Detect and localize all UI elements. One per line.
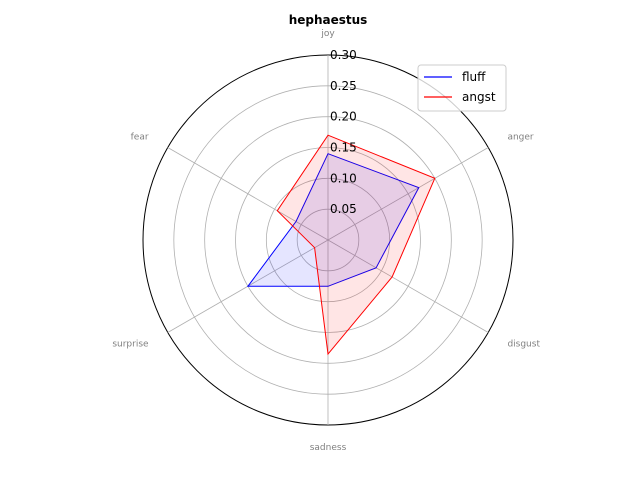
radial-tick-label: 0.15 bbox=[330, 141, 357, 155]
axis-labels: joy anger disgust sadness surprise fear bbox=[112, 29, 540, 453]
axis-label-fear: fear bbox=[131, 132, 149, 142]
axis-label-anger: anger bbox=[507, 132, 533, 142]
series-layer bbox=[246, 134, 436, 356]
radial-tick-label: 0.05 bbox=[330, 202, 357, 216]
legend-label-angst: angst bbox=[462, 90, 496, 104]
axis-label-joy: joy bbox=[320, 29, 335, 39]
radial-tick-label: 0.10 bbox=[330, 171, 357, 185]
legend: fluff angst bbox=[417, 64, 507, 112]
axis-label-sadness: sadness bbox=[310, 443, 347, 453]
legend-label-fluff: fluff bbox=[462, 70, 486, 84]
spoke-anger bbox=[327, 147, 489, 241]
spoke-disgust bbox=[327, 239, 489, 333]
chart-title: hephaestus bbox=[289, 13, 368, 27]
radial-tick-labels: 0.05 0.10 0.15 0.20 0.25 0.30 bbox=[330, 48, 357, 216]
radial-tick-label: 0.30 bbox=[330, 48, 357, 62]
series-fill-fluff bbox=[247, 153, 419, 287]
series-fill-angst bbox=[277, 135, 435, 355]
axis-label-surprise: surprise bbox=[112, 340, 149, 350]
radial-tick-label: 0.20 bbox=[330, 110, 357, 124]
axis-label-disgust: disgust bbox=[507, 340, 540, 350]
series-line-angst bbox=[276, 134, 436, 356]
series-line-fluff bbox=[246, 153, 420, 287]
radial-tick-label: 0.25 bbox=[330, 79, 357, 93]
spoke-fear bbox=[167, 147, 329, 241]
